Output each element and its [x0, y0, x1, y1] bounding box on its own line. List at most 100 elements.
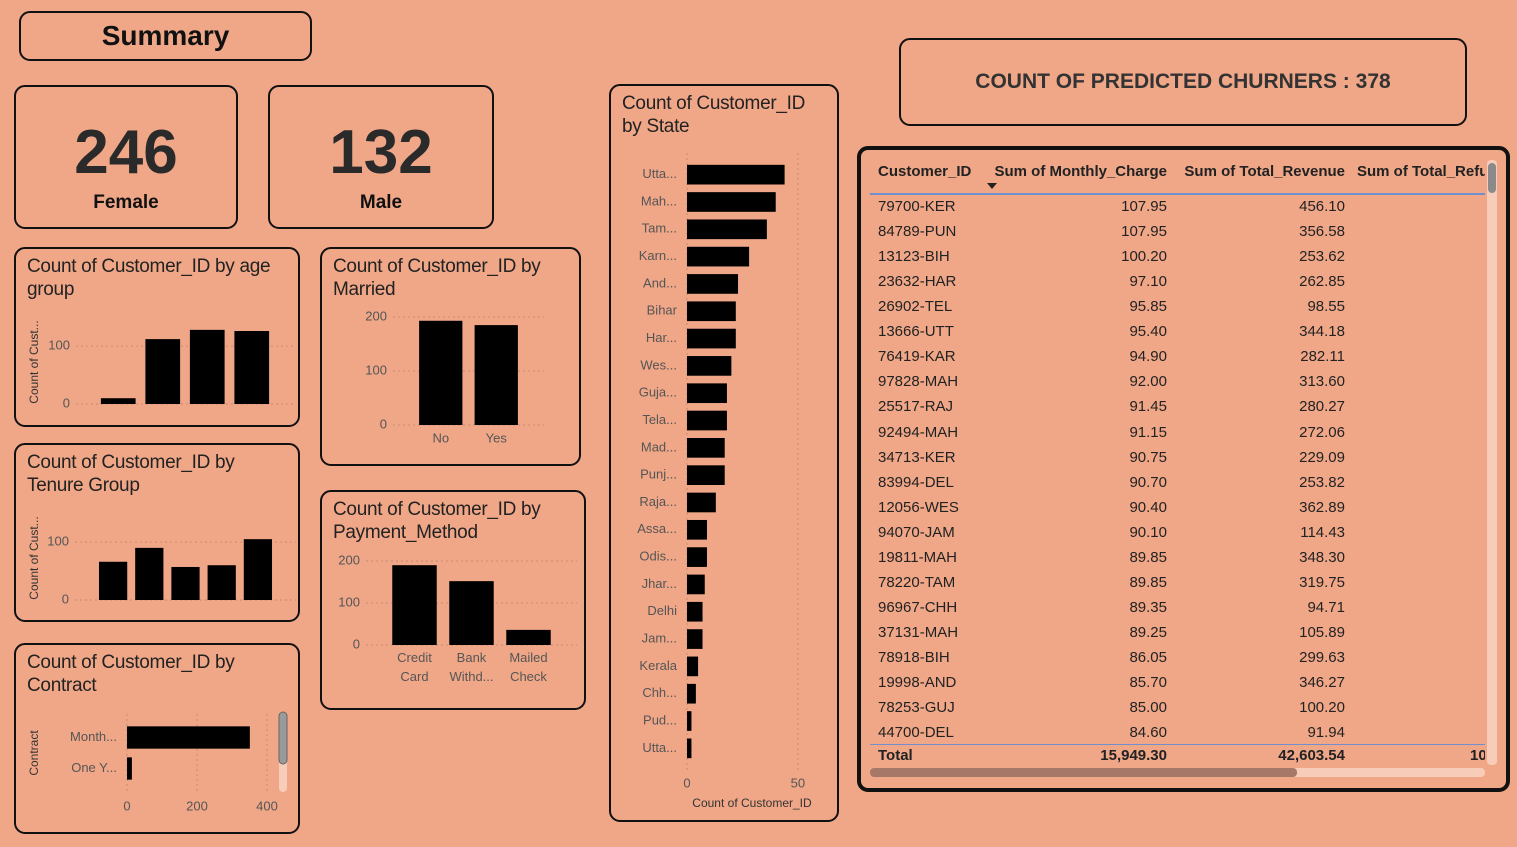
y-tick-label: Punj... [640, 467, 677, 482]
y-tick-label: Assa... [637, 521, 677, 536]
bar [687, 547, 707, 567]
table-cell: 98.55 [1307, 298, 1345, 316]
chart-panel: Count of Customer_ID by Tenure Group Coun… [14, 443, 300, 622]
table-cell: 83994-DEL [878, 473, 954, 491]
plot: Count of Cust... 0 100 [27, 320, 294, 410]
table-cell: 44700-DEL [878, 724, 954, 742]
chart-panel: Count of Customer_ID by Payment_Method 0 1… [320, 490, 586, 710]
bar [98, 561, 128, 600]
table-cell: 89.25 [1129, 624, 1167, 642]
table-cell: 90.10 [1129, 523, 1167, 541]
y-tick-label: Month... [70, 729, 117, 744]
bar [687, 410, 727, 431]
bar [207, 565, 236, 600]
table-cell: 85.00 [1129, 699, 1167, 717]
x-tick-label: Yes [486, 430, 508, 445]
table-cell: 37131-MAH [878, 624, 959, 642]
scroll-thumb[interactable] [278, 711, 288, 765]
bar [419, 320, 463, 425]
y-axis-label: Count of Cust... [27, 516, 41, 599]
bar [687, 574, 705, 595]
v-scroll-thumb[interactable] [1488, 163, 1496, 193]
table-cell: 272.06 [1299, 423, 1345, 441]
h-scroll-thumb[interactable] [870, 768, 1297, 777]
bar [189, 329, 225, 404]
chart-title: Count of Customer_ID by age group [27, 256, 271, 300]
y-tick-label: Mah... [641, 193, 677, 208]
table-cell: 13666-UTT [878, 323, 954, 341]
table-cell: 78220-TAM [878, 573, 956, 591]
bar [127, 757, 132, 780]
table-panel: Customer_ID Sum of Monthly_Charge Sum of T… [857, 146, 1510, 792]
chart-title: Count of Customer_ID by Tenure Group [27, 452, 235, 496]
table-cell: 299.63 [1299, 649, 1345, 667]
chart-title: Count of Customer_ID by State [622, 93, 806, 137]
table-cell: 15,949.30 [1100, 747, 1167, 764]
plot: 0 100 200 Credit Card Bank Withd... Mailed Check [338, 552, 577, 684]
y-tick-label: 0 [62, 591, 69, 606]
bar [145, 339, 181, 404]
y-tick-label: Wes... [640, 357, 677, 372]
bar [243, 539, 273, 600]
chart-panel: Count of Customer_ID by State 0 50 Utta... M… [609, 84, 839, 822]
y-tick-label: 100 [48, 338, 70, 353]
table-cell: 456.10 [1299, 198, 1345, 215]
table-cell: 86.05 [1129, 649, 1167, 667]
y-tick-label: Guja... [639, 385, 677, 400]
y-tick-label: Raja... [639, 494, 677, 509]
y-tick-label: 0 [63, 395, 70, 410]
card-value: 246 [74, 118, 178, 187]
table-cell: 19998-AND [878, 674, 957, 692]
table-cell: 10 [1470, 747, 1485, 764]
y-tick-label: And... [643, 275, 677, 290]
x-tick-label: 50 [791, 775, 805, 790]
table-cell: 94.71 [1307, 598, 1345, 616]
y-tick-label: Mad... [641, 439, 677, 454]
table-cell: 253.62 [1299, 248, 1345, 266]
table-cell: 90.40 [1129, 498, 1167, 516]
chart-panel: Count of Customer_ID by age group Count o… [14, 247, 300, 427]
chart-title: Count of Customer_ID by Contract [27, 652, 235, 696]
table-cell: 100.20 [1121, 248, 1167, 266]
table-cell: 313.60 [1299, 373, 1345, 391]
y-tick-label: 200 [338, 552, 360, 567]
y-tick-label: Bihar [647, 303, 678, 318]
table-cell: 91.15 [1129, 423, 1167, 441]
table-cell: 89.85 [1129, 548, 1167, 566]
table-cell: 107.95 [1121, 223, 1167, 241]
bar [687, 519, 707, 540]
table-cell: 319.75 [1299, 573, 1345, 591]
table-cell: 85.70 [1129, 674, 1167, 692]
plot: Count of Cust... 0 100 [27, 516, 296, 606]
table-clip: Customer_ID Sum of Monthly_Charge Sum of T… [861, 150, 1485, 770]
bar [687, 738, 692, 759]
x-tick-label: 200 [186, 798, 208, 813]
table-cell: 95.85 [1129, 298, 1167, 316]
chart-title: Count of Customer_ID by Payment_Method [333, 499, 541, 543]
x-axis-label: Count of Customer_ID [692, 796, 812, 810]
plot: 0 50 Utta... Mah... Tam... Karn... And... Bihar… [637, 153, 812, 810]
table-cell: Sum of Total_Revenue [1184, 163, 1345, 180]
bar [234, 331, 270, 404]
y-tick-label: Tela... [642, 412, 677, 427]
card-label: Male [359, 192, 403, 213]
y-tick-label: 0 [380, 416, 387, 431]
bar [687, 683, 696, 704]
summary-box: Summary [19, 11, 312, 61]
table-cell: 92.00 [1129, 373, 1167, 391]
x-tick-label: No [432, 430, 449, 445]
plot: Contract 0 200 400 Month... One Y... [27, 711, 288, 813]
table-cell: 96967-CHH [878, 598, 958, 616]
table-cell: 280.27 [1299, 398, 1345, 416]
table-cell: 89.85 [1129, 573, 1167, 591]
sort-arrow [987, 183, 997, 189]
female-card: 246 Female [14, 85, 238, 229]
table-cell: 94.90 [1129, 348, 1167, 366]
y-axis-label: Contract [27, 730, 41, 776]
y-tick-label: 100 [338, 594, 360, 609]
table-cell: 348.30 [1299, 548, 1345, 566]
bar [687, 656, 699, 677]
bar [687, 601, 703, 622]
table-cell: 282.11 [1300, 348, 1345, 366]
